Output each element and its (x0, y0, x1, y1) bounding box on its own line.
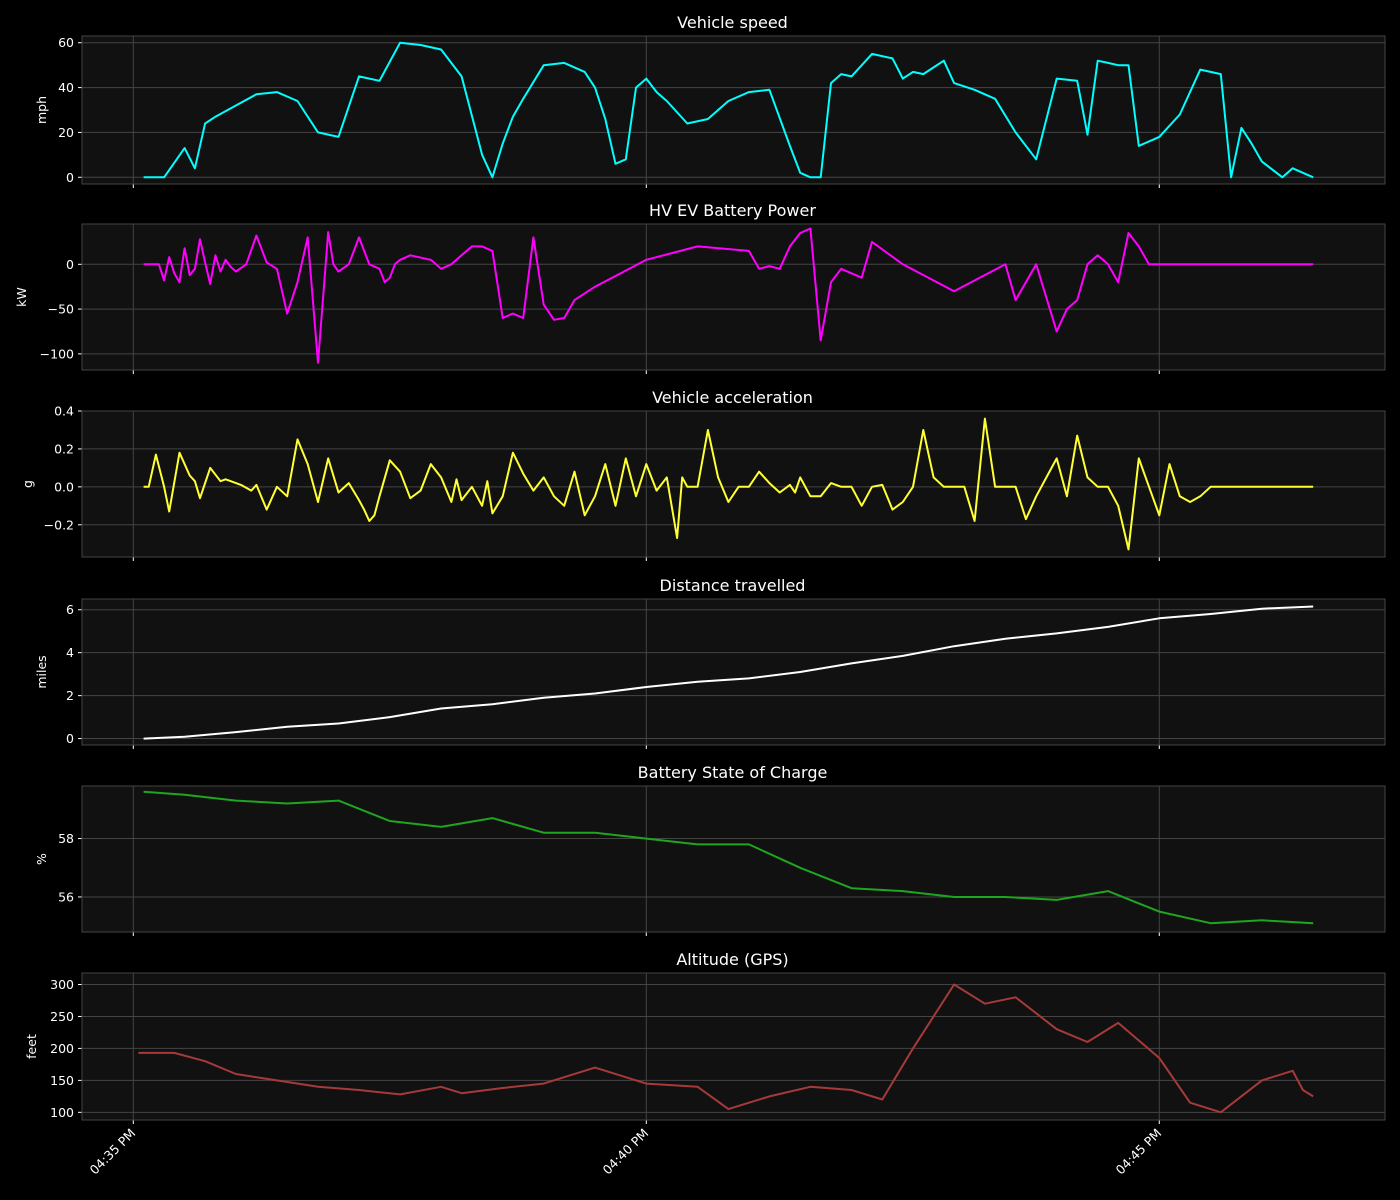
panel-title: Vehicle acceleration (652, 388, 813, 407)
y-tick-label: −0.2 (44, 517, 74, 532)
panel-title: HV EV Battery Power (649, 201, 816, 220)
x-tick-label: 04:45 PM (1113, 1126, 1165, 1178)
plot-area (82, 36, 1385, 184)
y-tick-label: 100 (50, 1105, 74, 1120)
y-tick-label: 58 (58, 831, 74, 846)
x-tick-label: 04:35 PM (87, 1126, 139, 1178)
y-tick-label: 300 (50, 977, 74, 992)
axes-frame (81, 598, 1386, 746)
y-tick-label: 6 (66, 602, 74, 617)
y-tick-label: 0.0 (54, 479, 74, 494)
y-tick-label: 56 (58, 889, 74, 904)
panel-title: Vehicle speed (677, 13, 788, 32)
series-line (143, 227, 1314, 364)
panel-5: 100 150 200 250 300 Altitude (GPS) feet (24, 950, 1386, 1124)
y-tick-label: 150 (50, 1073, 74, 1088)
y-axis-label: kW (14, 287, 29, 307)
axes-frame (81, 223, 1386, 371)
y-axis-label: feet (24, 1034, 39, 1059)
y-tick-label: 250 (50, 1009, 74, 1024)
panel-title: Altitude (GPS) (676, 950, 788, 969)
axes-frame (81, 785, 1386, 933)
plot-area (82, 973, 1385, 1120)
axes-frame (81, 972, 1386, 1121)
y-tick-label: 0.2 (54, 441, 74, 456)
plot-area (82, 411, 1385, 557)
y-tick-label: 20 (58, 125, 74, 140)
y-axis-label: miles (34, 655, 49, 688)
series-line (143, 605, 1314, 740)
y-axis-label: % (34, 853, 49, 865)
panel-title: Distance travelled (660, 576, 806, 595)
y-tick-label: 2 (66, 688, 74, 703)
axes-frame (81, 410, 1386, 558)
y-tick-label: 0 (66, 731, 74, 746)
panel-title: Battery State of Charge (638, 763, 828, 782)
series-line (143, 41, 1314, 179)
y-tick-label: 4 (66, 645, 74, 660)
axes-frame (81, 35, 1386, 185)
plot-area (82, 786, 1385, 932)
plot-area (82, 224, 1385, 370)
y-tick-label: 200 (50, 1041, 74, 1056)
panel-2: 0.4 0.2 0.0 −0.2 Vehicle acceleration g (20, 388, 1386, 561)
y-axis-label: g (20, 480, 35, 488)
x-tick-label: 04:40 PM (600, 1126, 652, 1178)
series-line (143, 790, 1314, 925)
panel-4: 58 56 Battery State of Charge% (34, 763, 1386, 936)
y-tick-label: −50 (48, 302, 74, 317)
plot-area (82, 599, 1385, 745)
y-tick-label: 0.4 (54, 404, 74, 419)
y-tick-label: 0 (66, 170, 74, 185)
y-axis-label: mph (34, 96, 49, 124)
y-tick-label: 60 (58, 35, 74, 50)
y-tick-label: 40 (58, 80, 74, 95)
series-line (138, 983, 1314, 1114)
panel-0: 0 20 40 60 Vehicle speed mph (34, 13, 1386, 188)
y-tick-label: −100 (40, 346, 74, 361)
y-tick-label: 0 (66, 257, 74, 272)
panel-3: 0 2 4 6 Distance travelled miles (34, 576, 1386, 749)
series-line (143, 417, 1314, 551)
panel-1: 0 −50 −100 HV EV Battery Power kW (14, 201, 1386, 374)
